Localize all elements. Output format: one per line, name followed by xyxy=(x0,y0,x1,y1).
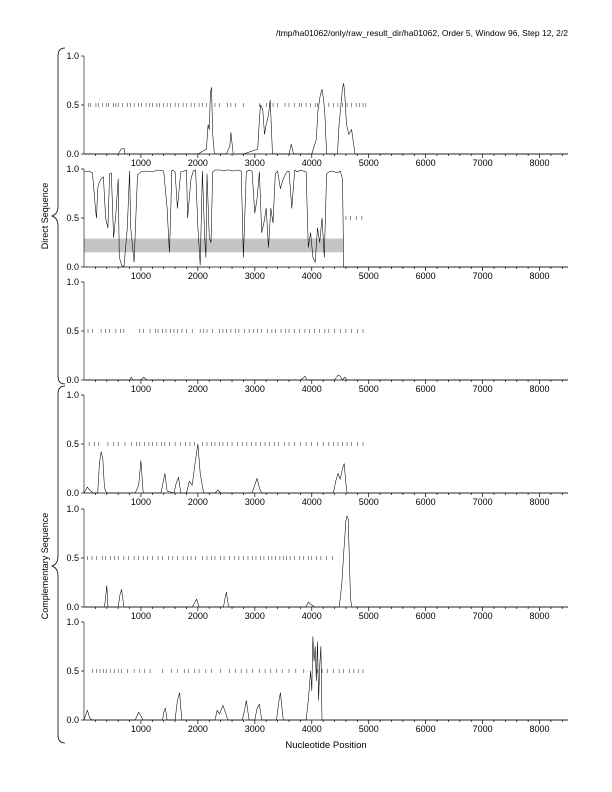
panel-6-y-tick-label: 1.0 xyxy=(66,617,79,627)
panel-5-series-line xyxy=(84,515,568,608)
panel-2-x-tick-label: 4000 xyxy=(302,271,322,281)
panel-5-x-tick-label: 3000 xyxy=(245,611,265,621)
panel-1-y-tick-label: 0.0 xyxy=(66,149,79,159)
panel-6-x-tick-label: 3000 xyxy=(245,724,265,734)
panel-4-x-tick-label: 4000 xyxy=(302,497,322,507)
panel-4-x-tick-label: 2000 xyxy=(188,497,208,507)
panel-1-series-line xyxy=(84,83,568,155)
complementary-sequence-bracket xyxy=(50,385,66,744)
panel-2-x-tick-label: 3000 xyxy=(245,271,265,281)
panels: 0.0 0.5 1.0 1000 2000 3000 4000 5000 6000 7000 800… xyxy=(66,51,568,734)
panel-5-x-tick-label: 4000 xyxy=(302,611,322,621)
panel-1-x-tick-label: 4000 xyxy=(302,158,322,168)
panel-5-x-tick-label: 5000 xyxy=(359,611,379,621)
panel-4-x-tick-label: 8000 xyxy=(530,497,550,507)
panel-4-y-tick-label: 0.0 xyxy=(66,488,79,498)
panel-5-x-tick-label: 6000 xyxy=(416,611,436,621)
panel-3-x-tick-label: 4000 xyxy=(302,384,322,394)
panel-6-y-tick-label: 0.5 xyxy=(66,666,79,676)
panel-3: 0.0 0.5 1.0 1000 2000 3000 4000 5000 6000 7000 800… xyxy=(66,277,568,394)
panel-6: 0.0 0.5 1.0 1000 2000 3000 4000 5000 6000 7000 800… xyxy=(66,617,568,734)
panel-5-y-tick-label: 1.0 xyxy=(66,504,79,514)
panel-2-x-tick-label: 8000 xyxy=(530,271,550,281)
panel-3-x-tick-label: 1000 xyxy=(131,384,151,394)
panel-1-x-tick-label: 3000 xyxy=(245,158,265,168)
direct-sequence-label: Direct Sequence xyxy=(40,183,50,250)
panel-4-x-tick-label: 1000 xyxy=(131,497,151,507)
panel-2-x-tick-label: 5000 xyxy=(359,271,379,281)
x-axis-label: Nucleotide Position xyxy=(285,740,366,751)
panel-3-y-tick-label: 0.5 xyxy=(66,326,79,336)
panel-1-x-tick-label: 5000 xyxy=(359,158,379,168)
panel-6-x-tick-label: 2000 xyxy=(188,724,208,734)
panel-3-x-tick-label: 3000 xyxy=(245,384,265,394)
panel-6-x-tick-label: 5000 xyxy=(359,724,379,734)
panel-6-x-tick-label: 7000 xyxy=(473,724,493,734)
panel-6-x-tick-label: 1000 xyxy=(131,724,151,734)
panel-1-x-tick-label: 7000 xyxy=(473,158,493,168)
panel-5: 0.0 0.5 1.0 1000 2000 3000 4000 5000 6000 7000 800… xyxy=(66,504,568,621)
panel-5-x-tick-label: 8000 xyxy=(530,611,550,621)
panel-4-x-tick-label: 7000 xyxy=(473,497,493,507)
panel-1-x-tick-label: 6000 xyxy=(416,158,436,168)
panel-5-x-tick-label: 2000 xyxy=(188,611,208,621)
panel-4-x-tick-label: 6000 xyxy=(416,497,436,507)
direct-sequence-bracket xyxy=(50,47,66,385)
panel-2: 0.0 0.5 1.0 1000 2000 3000 4000 5000 6000 7000 800… xyxy=(66,164,568,281)
panel-4-x-tick-label: 5000 xyxy=(359,497,379,507)
figure-header-title: /tmp/ha01062/only/raw_result_dir/ha01062… xyxy=(276,28,568,38)
panel-4-y-tick-label: 0.5 xyxy=(66,439,79,449)
panel-6-y-tick-label: 0.0 xyxy=(66,715,79,725)
panel-6-x-tick-label: 8000 xyxy=(530,724,550,734)
panel-5-y-tick-label: 0.0 xyxy=(66,602,79,612)
panel-1-y-tick-label: 1.0 xyxy=(66,51,79,61)
panel-1-x-tick-label: 2000 xyxy=(188,158,208,168)
panel-2-x-tick-label: 7000 xyxy=(473,271,493,281)
panel-5-y-tick-label: 0.5 xyxy=(66,553,79,563)
panel-2-highlight-band xyxy=(84,238,344,253)
panel-2-x-tick-label: 1000 xyxy=(131,271,151,281)
panel-6-series-line xyxy=(83,636,568,721)
panel-1-x-tick-label: 8000 xyxy=(530,158,550,168)
panel-3-y-tick-label: 1.0 xyxy=(66,277,79,287)
panel-6-x-tick-label: 4000 xyxy=(302,724,322,734)
panel-2-y-tick-label: 0.5 xyxy=(66,213,79,223)
panel-3-x-tick-label: 8000 xyxy=(530,384,550,394)
panel-5-x-tick-label: 1000 xyxy=(131,611,151,621)
panel-2-y-tick-label: 0.0 xyxy=(66,262,79,272)
panel-4-y-tick-label: 1.0 xyxy=(66,390,79,400)
panel-2-series-line xyxy=(83,169,568,268)
panel-1-y-tick-label: 0.5 xyxy=(66,100,79,110)
panel-3-x-tick-label: 2000 xyxy=(188,384,208,394)
panel-2-x-tick-label: 6000 xyxy=(416,271,436,281)
panel-4: 0.0 0.5 1.0 1000 2000 3000 4000 5000 6000 7000 800… xyxy=(66,390,568,507)
panel-4-x-tick-label: 3000 xyxy=(245,497,265,507)
panel-3-x-tick-label: 7000 xyxy=(473,384,493,394)
panel-3-series-line xyxy=(84,374,568,381)
panel-3-x-tick-label: 5000 xyxy=(359,384,379,394)
panel-3-y-tick-label: 0.0 xyxy=(66,375,79,385)
panel-2-x-tick-label: 2000 xyxy=(188,271,208,281)
panel-5-x-tick-label: 7000 xyxy=(473,611,493,621)
panel-3-x-tick-label: 6000 xyxy=(416,384,436,394)
panel-2-y-tick-label: 1.0 xyxy=(66,164,79,174)
complementary-sequence-label: Complementary Sequence xyxy=(40,513,50,620)
panel-6-x-tick-label: 6000 xyxy=(416,724,436,734)
panel-4-series-line xyxy=(83,443,568,494)
panel-1-x-tick-label: 1000 xyxy=(131,158,151,168)
panel-1: 0.0 0.5 1.0 1000 2000 3000 4000 5000 6000 7000 800… xyxy=(66,51,568,168)
